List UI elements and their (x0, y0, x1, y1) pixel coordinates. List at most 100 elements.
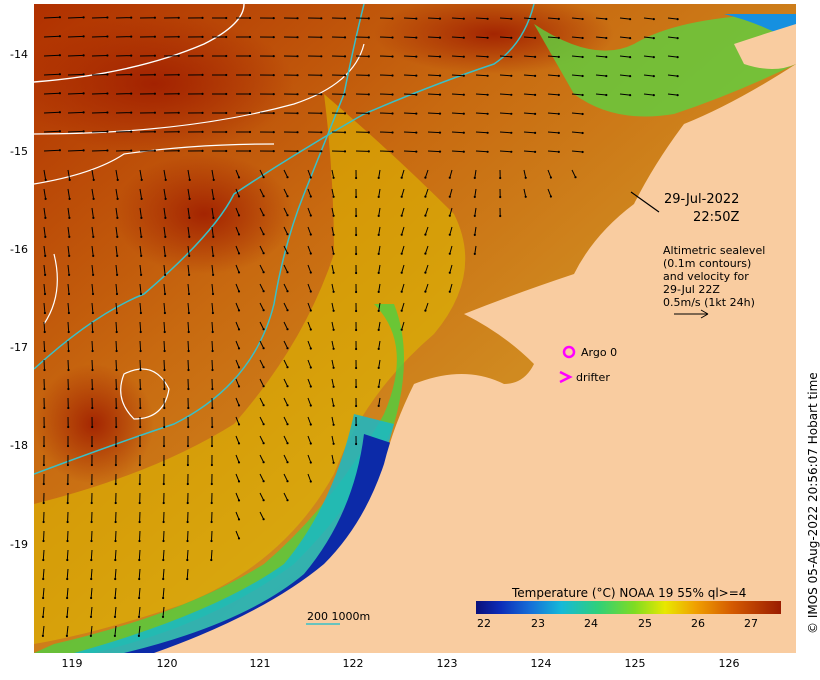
velocity-arrow (91, 264, 94, 275)
velocity-arrow (307, 302, 312, 311)
velocity-arrow-head (510, 17, 513, 20)
velocity-arrow (259, 435, 265, 444)
velocity-arrow-head (581, 74, 584, 78)
velocity-arrow-head (115, 387, 118, 391)
velocity-arrow (43, 169, 47, 180)
velocity-arrow-head (225, 111, 228, 115)
velocity-legend: Altimetric sealevel (0.1m contours) and … (663, 244, 765, 309)
velocity-arrow-head (67, 387, 70, 391)
velocity-arrow-head (225, 35, 228, 39)
velocity-arrow (139, 245, 142, 256)
velocity-arrow (307, 359, 312, 368)
velocity-arrow (235, 302, 240, 311)
velocity-arrow (211, 321, 214, 333)
velocity-arrow (162, 606, 165, 617)
velocity-arrow-head (415, 131, 418, 134)
velocity-arrow-head (115, 311, 118, 315)
velocity-arrow (571, 55, 583, 58)
velocity-arrow (235, 245, 240, 254)
velocity-arrow-head (67, 368, 70, 372)
velocity-arrow (307, 245, 312, 254)
velocity-arrow-head (629, 75, 632, 78)
velocity-arrow (163, 245, 166, 256)
velocity-arrow-head (296, 55, 299, 58)
velocity-arrow-head (237, 233, 241, 236)
velocity-arrow-head (66, 577, 69, 581)
sealevel-contour (43, 253, 58, 325)
velocity-arrow-head (211, 368, 214, 372)
velocity-arrow (163, 169, 167, 180)
velocity-arrow-head (448, 271, 451, 274)
land-mass (734, 24, 796, 69)
velocity-arrow (115, 245, 118, 256)
velocity-arrow-head (248, 35, 252, 39)
velocity-arrow-head (332, 195, 335, 198)
velocity-arrow-head (58, 54, 61, 57)
velocity-arrow-head (92, 197, 95, 200)
velocity-arrow-head (462, 150, 465, 153)
colorbar-tick: 22 (477, 617, 491, 630)
velocity-arrow (259, 473, 265, 482)
velocity-arrow-head (201, 92, 204, 95)
velocity-arrow (451, 36, 464, 39)
velocity-arrow-head (473, 195, 476, 198)
velocity-arrow (43, 340, 46, 352)
velocity-arrow (475, 36, 488, 39)
velocity-arrow (307, 416, 312, 425)
velocity-arrow-head (186, 520, 189, 524)
velocity-arrow-head (139, 349, 142, 353)
velocity-arrow-head (113, 634, 116, 638)
velocity-arrow-head (210, 501, 213, 505)
velocity-arrow (115, 283, 118, 295)
colorbar-tick: 25 (638, 617, 652, 630)
velocity-arrow (211, 302, 214, 314)
velocity-arrow (115, 530, 117, 542)
velocity-arrow-head (153, 92, 156, 95)
velocity-arrow (331, 169, 335, 178)
velocity-arrow (235, 321, 240, 330)
velocity-arrow-head (438, 93, 442, 96)
velocity-arrow-head (163, 368, 166, 372)
velocity-arrow-head (237, 442, 241, 445)
velocity-arrow-head (237, 537, 241, 540)
velocity-arrow-head (164, 273, 167, 276)
sst-map[interactable] (34, 4, 796, 653)
velocity-arrow (307, 454, 312, 463)
velocity-arrow-head (286, 347, 289, 350)
velocity-arrow (499, 93, 512, 96)
velocity-arrow-head (400, 252, 403, 255)
velocity-arrow-head (177, 54, 180, 57)
velocity-arrow (43, 54, 60, 57)
velocity-arrow (211, 188, 215, 199)
velocity-arrow-head (524, 195, 527, 198)
velocity-arrow (42, 568, 45, 580)
velocity-arrow (43, 73, 60, 76)
velocity-arrow-head (248, 130, 252, 134)
velocity-arrow (571, 36, 583, 39)
velocity-arrow (283, 397, 288, 406)
velocity-arrow-head (309, 442, 312, 445)
velocity-arrow (91, 530, 93, 542)
velocity-arrow (499, 55, 512, 58)
velocity-arrow-head (534, 55, 537, 59)
velocity-arrow (424, 188, 429, 197)
velocity-arrow (283, 416, 288, 425)
velocity-arrow (403, 131, 417, 134)
velocity-arrow-head (309, 271, 312, 274)
velocity-arrow-head (114, 501, 117, 505)
velocity-arrow (91, 188, 95, 199)
velocity-arrow-head (377, 385, 380, 388)
velocity-arrow-head (377, 233, 380, 236)
velocity-arrow-head (201, 111, 204, 114)
velocity-arrow-head (67, 425, 70, 429)
velocity-arrow (619, 93, 631, 96)
velocity-arrow-head (82, 92, 85, 95)
velocity-arrow (91, 55, 108, 57)
velocity-arrow (643, 36, 654, 39)
velocity-arrow (547, 36, 559, 39)
velocity-arrow (67, 130, 84, 133)
velocity-arrow-head (652, 18, 655, 21)
velocity-arrow-head (391, 131, 394, 134)
velocity-arrow-head (201, 73, 204, 76)
velocity-arrow-head (367, 55, 370, 58)
